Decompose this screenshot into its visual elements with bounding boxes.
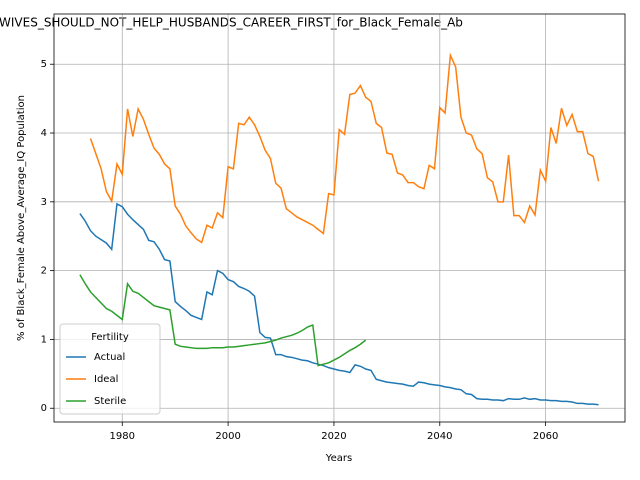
line-series [89, 52, 600, 244]
x-tick-label: 1980 [110, 431, 135, 442]
y-tick-label: 1 [41, 334, 47, 345]
x-tick-label: 2040 [427, 431, 452, 442]
y-tick-label: 5 [41, 59, 47, 70]
x-tick-label: 2020 [321, 431, 346, 442]
y-tick-label: 3 [41, 197, 47, 208]
legend-box [59, 323, 161, 415]
x-tick-label: 2060 [533, 431, 558, 442]
x-tick-label: 2000 [215, 431, 240, 442]
legend-label: Ideal [94, 374, 118, 385]
legend-label: Sterile [94, 396, 126, 407]
line-series [79, 202, 599, 406]
line-series [79, 274, 367, 367]
chart-title: WIVES_SHOULD_NOT_HELP_HUSBANDS_CAREER_FI… [0, 16, 463, 30]
plot-frame [53, 13, 626, 423]
y-tick-label: 0 [41, 403, 47, 414]
legend-label: Actual [94, 352, 125, 363]
legend-title: Fertility [91, 332, 129, 343]
y-tick-label: 4 [41, 128, 47, 139]
y-tick-label: 2 [41, 266, 47, 277]
legend: Fertility Actual Ideal Sterile [59, 323, 161, 415]
x-axis-label: Years [325, 453, 352, 464]
y-axis-label: % of Black_Female Above_Average_IQ Popul… [16, 95, 27, 341]
